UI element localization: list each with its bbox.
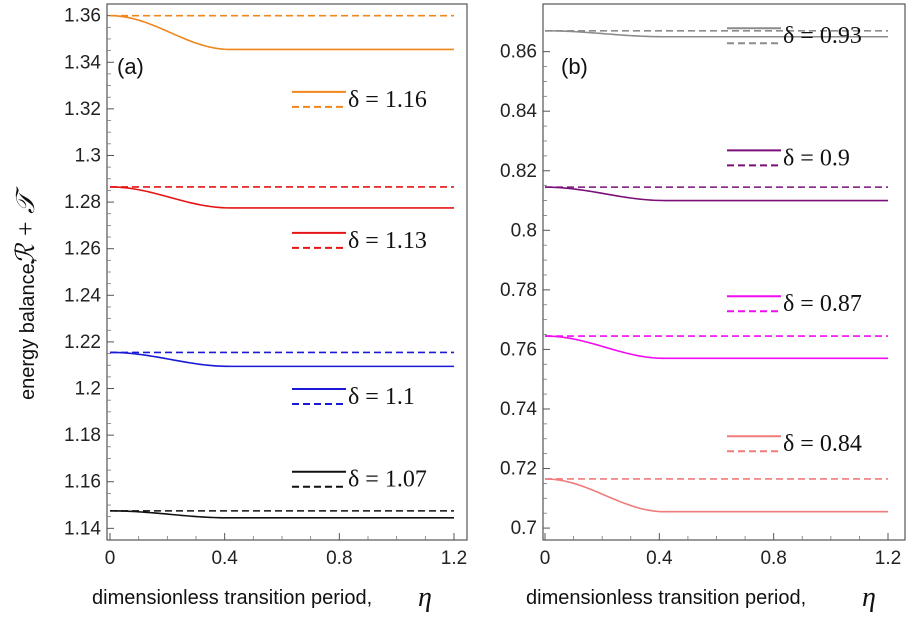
solid-series-line <box>109 351 454 368</box>
y-axis-symbol: ℛ + 𝒯 <box>11 186 40 265</box>
solid-series-line <box>544 186 888 202</box>
y-tick-label: 0.78 <box>500 280 537 301</box>
y-tick-label: 0.7 <box>511 518 537 539</box>
y-tick-label: 1.2 <box>75 379 101 400</box>
solid-series-line <box>544 478 888 513</box>
y-tick-label: 1.24 <box>64 285 101 306</box>
x-axis-symbol-a: η <box>418 582 432 613</box>
y-tick-label: 1.28 <box>64 192 101 213</box>
panel-b-ticks: 0.7 0.72 0.74 0.76 0.78 0.8 0.82 0.84 0.86 0 0.4 0.… <box>500 42 901 569</box>
panel-b-curves <box>544 29 888 513</box>
solid-series-line <box>544 335 888 360</box>
panel-a-frame <box>106 3 468 541</box>
x-tick-label: 1.2 <box>441 548 467 569</box>
solid-series-line <box>544 30 888 38</box>
legend-label: δ = 1.1 <box>348 384 415 410</box>
legend-label: δ = 0.93 <box>783 23 862 49</box>
solid-series-line <box>109 14 454 51</box>
y-tick-label: 0.74 <box>500 399 537 420</box>
y-axis-label-group: energy balance, ℛ + 𝒯 <box>11 186 40 400</box>
x-tick-label: 0.8 <box>760 548 786 569</box>
x-tick-label: 0.8 <box>326 548 352 569</box>
panel-a: (a) 1.141.161.181.21.221.241.261.281.31.… <box>64 3 468 569</box>
x-tick-label: 0 <box>105 548 116 569</box>
panel-a-ticks: 1.14 1.16 1.18 1.2 1.22 1.24 1.26 1.28 1.3 1.32 1.… <box>64 6 467 569</box>
legend-label: δ = 0.87 <box>783 291 862 317</box>
y-tick-label: 1.3 <box>75 145 101 166</box>
y-tick-label: 0.86 <box>500 42 537 63</box>
y-tick-label: 1.32 <box>64 99 101 120</box>
legend-label: δ = 1.16 <box>348 87 427 113</box>
y-tick-label: 0.82 <box>500 161 537 182</box>
y-tick-label: 1.14 <box>64 518 101 539</box>
y-tick-label: 1.18 <box>64 425 101 446</box>
solid-series-line <box>109 510 454 519</box>
panel-a-label: (a) <box>117 54 144 79</box>
x-axis-label-b: dimensionless transition period, <box>526 587 806 609</box>
y-tick-label: 0.72 <box>500 459 537 480</box>
solid-series-line <box>109 186 454 209</box>
x-axis-symbol-b: η <box>862 582 876 613</box>
legend-label: δ = 1.07 <box>348 467 427 493</box>
x-axis-label-a: dimensionless transition period, <box>92 587 372 609</box>
y-tick-label: 1.26 <box>64 239 101 260</box>
legend-label: δ = 0.84 <box>783 431 862 457</box>
x-tick-label: 1.2 <box>875 548 901 569</box>
y-tick-label: 0.8 <box>511 220 537 241</box>
x-tick-label: 0.4 <box>646 548 673 569</box>
y-tick-label: 1.16 <box>64 472 101 493</box>
y-axis-label: energy balance, <box>17 258 39 400</box>
panel-b-legend: δ = 0.93 δ = 0.9 δ = 0.87 δ = 0.84 <box>727 23 862 457</box>
x-tick-label: 0.4 <box>211 548 238 569</box>
panel-b: (b) 0.70.720.740.760.780.80.820.840.860 0… <box>500 3 906 569</box>
y-tick-label: 0.76 <box>500 339 537 360</box>
y-tick-label: 1.36 <box>64 6 101 27</box>
legend-label: δ = 0.9 <box>783 145 850 171</box>
legend-label: δ = 1.13 <box>348 228 427 254</box>
y-tick-label: 0.84 <box>500 101 537 122</box>
x-tick-label: 0 <box>540 548 551 569</box>
panel-a-curves <box>109 14 454 519</box>
y-tick-label: 1.22 <box>64 332 101 353</box>
panel-b-label: (b) <box>561 54 588 79</box>
y-tick-label: 1.34 <box>64 52 101 73</box>
panel-b-frame <box>542 3 906 541</box>
panel-a-legend: δ = 1.16 δ = 1.13 δ = 1.1 δ = 1.07 <box>292 87 427 493</box>
